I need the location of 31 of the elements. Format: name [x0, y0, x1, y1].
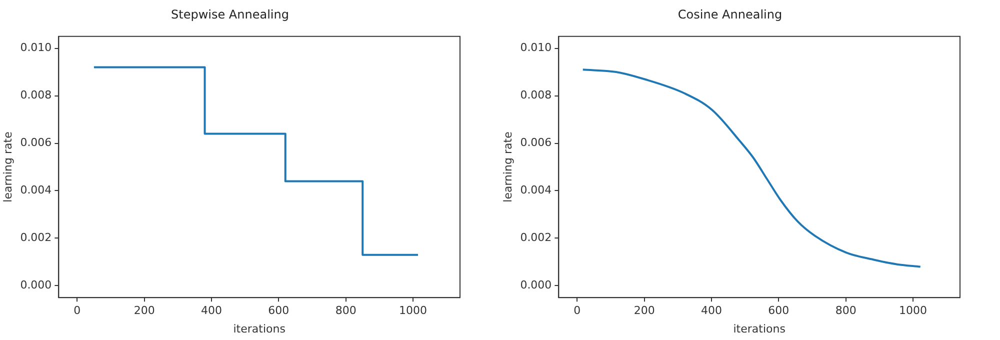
y-tick-label: 0.010 [20, 41, 52, 54]
x-tick-label: 0 [574, 304, 581, 318]
line-series [582, 68, 922, 268]
x-tick-label: 800 [335, 304, 356, 318]
x-tick-label: 200 [634, 304, 655, 318]
y-tick-label: 0.004 [520, 184, 552, 197]
x-tick-label: 600 [268, 304, 290, 318]
chart-title: Stepwise Annealing [171, 7, 289, 22]
y-tick-label: 0.008 [520, 88, 552, 102]
x-tick-label: 800 [835, 304, 856, 318]
y-axis-title: learning rate [1, 131, 14, 202]
y-axis-title: learning rate [501, 131, 514, 202]
y-tick-label: 0.002 [20, 231, 52, 244]
x-tick-label: 1000 [898, 304, 927, 318]
x-axis-title: iterations [233, 322, 286, 336]
y-tick-label: 0.004 [20, 184, 52, 197]
y-tick-label: 0.010 [520, 41, 552, 54]
y-tick-label: 0.008 [20, 88, 52, 102]
x-tick-label: 0 [74, 304, 81, 318]
y-tick-label: 0.000 [520, 278, 552, 292]
y-tick-label: 0.006 [20, 136, 52, 150]
x-axis-title: iterations [733, 322, 786, 336]
x-tick-label: 1000 [398, 304, 427, 318]
y-tick-label: 0.006 [520, 136, 552, 150]
y-tick-label: 0.000 [20, 278, 52, 292]
x-tick-label: 200 [134, 304, 155, 318]
y-tick-label: 0.002 [520, 231, 552, 244]
chart-title: Cosine Annealing [678, 7, 782, 22]
x-tick-label: 400 [700, 304, 722, 318]
x-tick-label: 400 [200, 304, 222, 318]
x-tick-label: 600 [768, 304, 790, 318]
